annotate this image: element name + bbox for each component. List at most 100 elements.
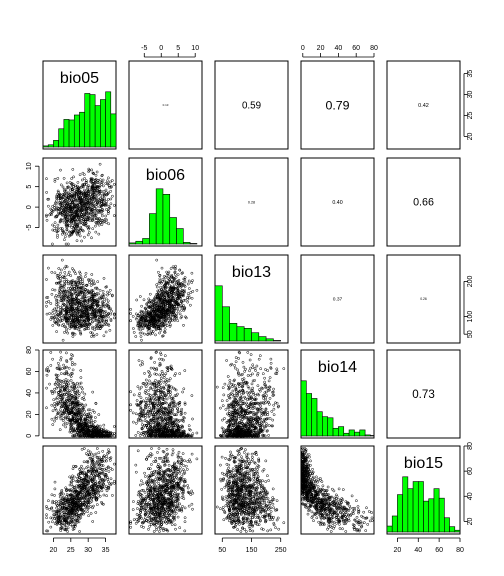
scatter-point	[109, 319, 113, 323]
scatter-point	[80, 239, 83, 243]
scatter-point	[182, 323, 185, 327]
scatter-point	[95, 185, 99, 188]
scatter-point	[83, 235, 86, 239]
scatter-point	[62, 363, 65, 367]
scatter-point	[111, 194, 114, 198]
scatter-point	[53, 179, 57, 183]
scatter-point	[55, 230, 59, 234]
panel-bio14-bio13	[214, 349, 289, 439]
histogram-bar	[273, 340, 281, 342]
scatter-point	[95, 203, 99, 206]
scatter-point	[88, 206, 91, 209]
scatter-point	[186, 300, 189, 304]
scatter-point	[263, 380, 266, 384]
histogram-bar	[79, 111, 86, 148]
scatter-point	[89, 278, 93, 282]
scatter-point	[51, 242, 54, 246]
scatter-point	[56, 177, 60, 180]
scatter-point	[93, 282, 96, 286]
panel-bio13-bio14: 0.37	[300, 254, 375, 344]
scatter-point	[59, 203, 63, 206]
scatter-point	[66, 242, 70, 246]
scatter-point	[159, 285, 163, 289]
scatter-point	[95, 333, 99, 336]
scatter-point	[97, 413, 101, 416]
scatter-point	[87, 167, 91, 171]
histogram-bar	[135, 240, 143, 245]
scatter-point	[59, 271, 62, 275]
scatter-point	[77, 392, 81, 395]
scatter-point	[98, 209, 102, 212]
scatter-point	[176, 392, 179, 396]
scatter-point	[67, 214, 70, 218]
scatter-point	[135, 399, 139, 402]
scatter-point	[82, 173, 86, 176]
scatter-point	[99, 178, 102, 182]
panel-bio14-bio06	[128, 349, 203, 439]
scatter-point	[92, 196, 96, 199]
scatter-point	[53, 271, 57, 275]
scatter-point	[92, 204, 96, 208]
scatter-point	[59, 356, 63, 359]
scatter-point	[174, 264, 177, 268]
scatter-point	[157, 270, 160, 274]
scatter-point	[81, 284, 85, 287]
scatter-point	[132, 327, 135, 330]
scatter-point	[61, 195, 65, 198]
scatter-point	[96, 280, 100, 284]
scatter-point	[65, 225, 68, 229]
scatter-point	[90, 335, 93, 338]
scatter-point	[50, 209, 54, 212]
scatter-point	[190, 394, 194, 397]
scatter-point	[72, 203, 76, 207]
correlation-label: 0.42	[418, 103, 429, 109]
scatter-point	[142, 399, 145, 403]
scatter-point	[253, 366, 257, 370]
scatter-point	[84, 222, 88, 225]
scatter-point	[87, 226, 91, 230]
scatter-point	[107, 204, 111, 208]
scatter-point	[80, 200, 84, 203]
scatter-point	[53, 201, 57, 205]
scatter-point	[62, 314, 65, 318]
scatter-point	[71, 194, 75, 198]
panel-bio13-bio15: 0.26	[386, 254, 461, 344]
scatter-point	[70, 190, 74, 194]
scatter-point	[64, 378, 68, 381]
scatter-point	[47, 300, 51, 303]
histogram-bar	[105, 91, 112, 148]
correlation-label: 0.28	[248, 200, 255, 204]
scatter-point	[112, 316, 116, 320]
scatter-point	[164, 383, 168, 387]
scatter-point	[93, 206, 96, 210]
scatter-point	[169, 267, 173, 270]
scatter-point	[91, 282, 95, 286]
scatter-point	[91, 390, 95, 394]
scatter-point	[108, 180, 112, 184]
scatter-point	[170, 385, 173, 389]
scatter-point	[149, 366, 153, 370]
scatter-point	[53, 307, 56, 311]
scatter-point	[62, 214, 66, 218]
histogram-bar	[155, 188, 164, 245]
scatter-point	[272, 413, 276, 417]
histogram-bar	[162, 194, 171, 245]
scatter-point	[64, 214, 67, 218]
scatter-point	[50, 292, 54, 296]
variable-label: bio13	[232, 264, 271, 281]
correlation-label: 0.59	[242, 100, 261, 111]
scatter-point	[48, 213, 51, 217]
scatter-point	[67, 270, 71, 274]
scatter-point	[57, 190, 60, 194]
scatter-point	[92, 279, 95, 283]
scatter-point	[140, 423, 144, 426]
scatter-point	[154, 407, 158, 411]
scatter-point	[53, 387, 56, 391]
scatter-point	[91, 214, 94, 218]
scatter-point	[102, 203, 106, 207]
scatter-point	[241, 361, 245, 364]
scatter-point	[254, 369, 257, 372]
scatter-point	[132, 331, 136, 334]
scatter-point	[91, 327, 94, 330]
scatter-point	[155, 285, 159, 289]
